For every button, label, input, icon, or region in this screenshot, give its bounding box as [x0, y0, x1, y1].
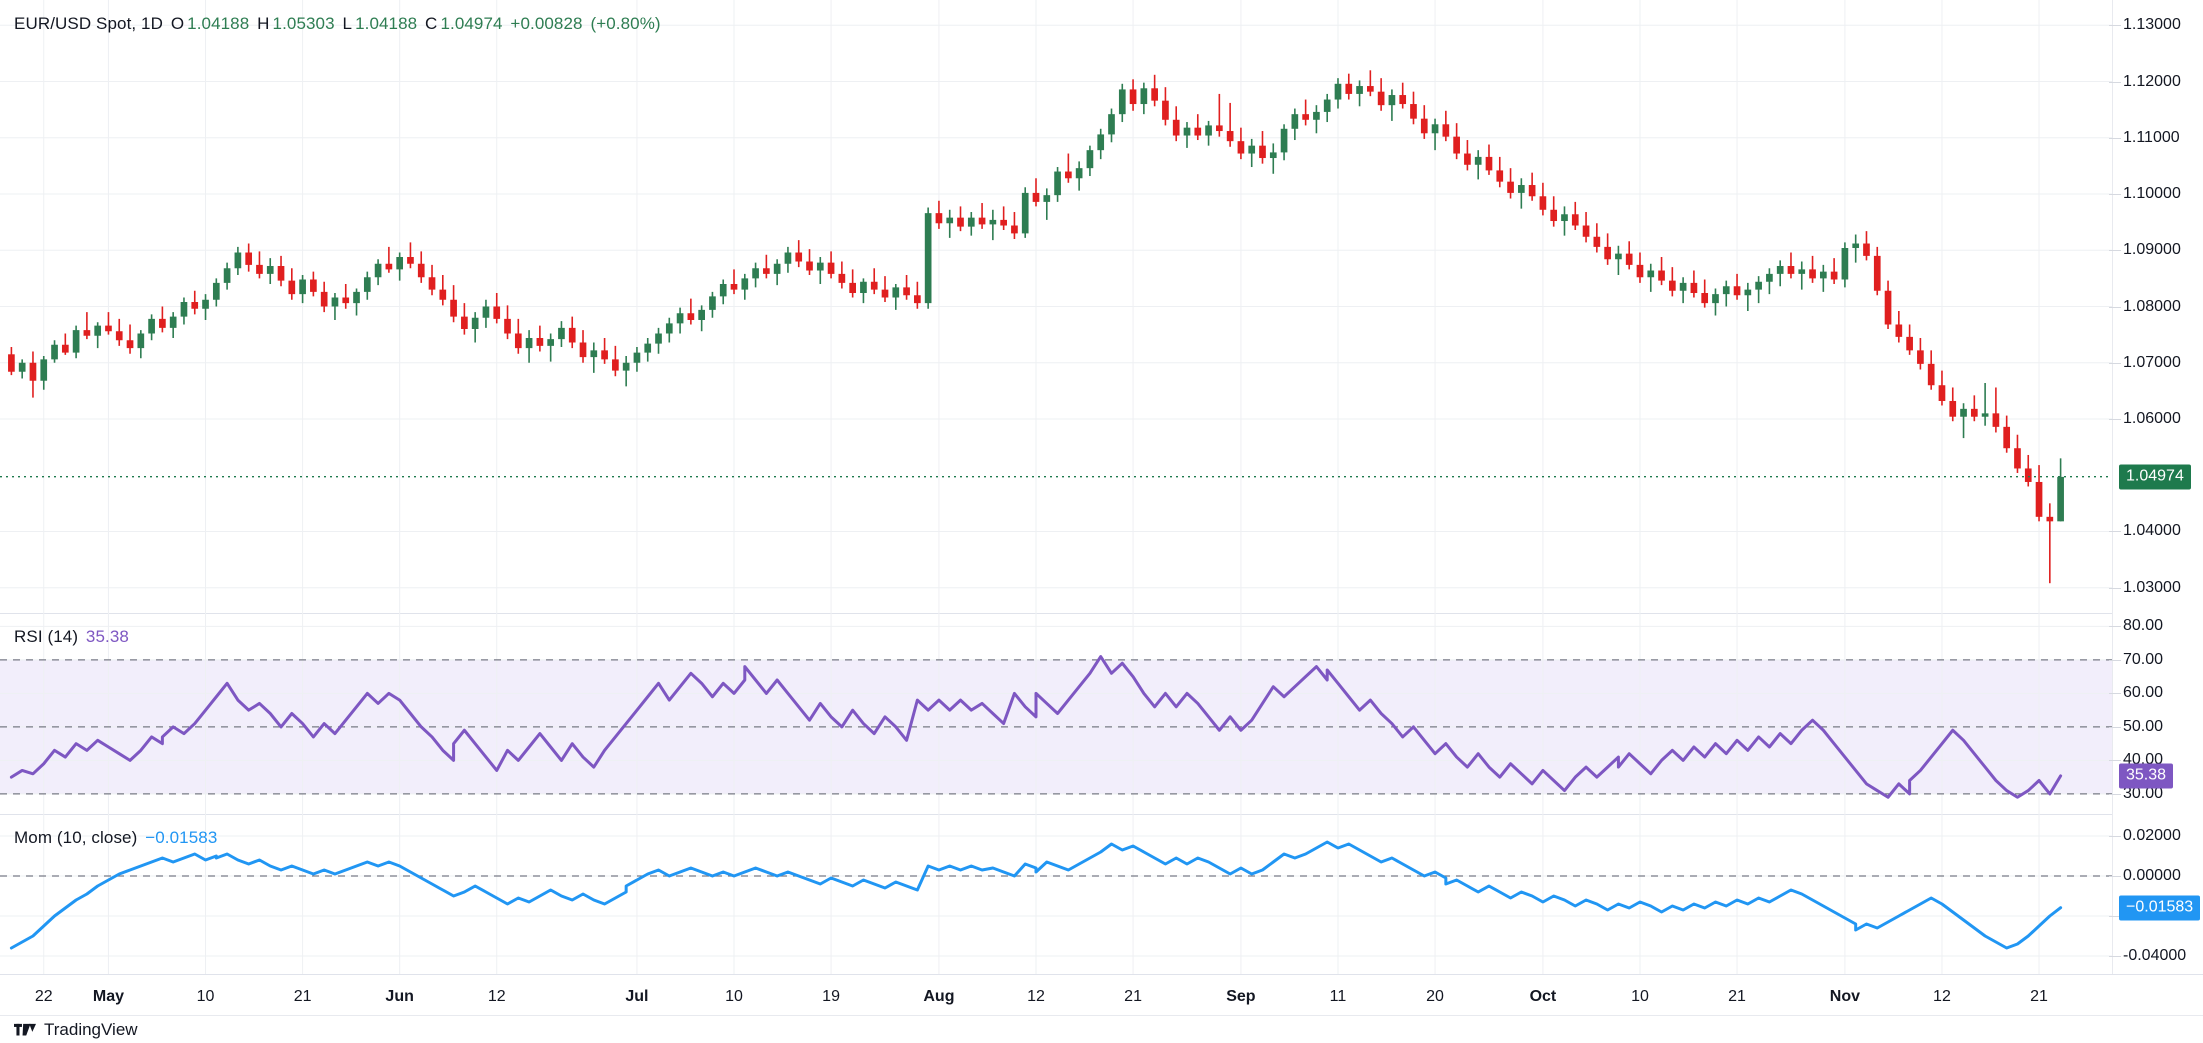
pane-divider-mom: [0, 814, 2203, 815]
price-tick-label: 1.09000: [2109, 241, 2181, 259]
high-value: 1.05303: [272, 14, 335, 33]
rsi-tick-label: 50.00: [2109, 718, 2163, 736]
time-axis-label: 22: [34, 988, 53, 1005]
time-axis-label: 21: [2030, 988, 2048, 1005]
tick-dash: [2109, 659, 2121, 661]
momentum-tick-label: -0.04000: [2109, 947, 2186, 965]
rsi-legend: RSI (14) 35.38: [14, 627, 132, 647]
time-axis-label: 19: [822, 988, 840, 1005]
momentum-plot-area[interactable]: [0, 814, 2112, 974]
tick-dash: [2109, 726, 2121, 728]
brand-bar: TradingView: [0, 1016, 2203, 1043]
momentum-value: −0.01583: [145, 828, 218, 847]
tick-dash: [2109, 25, 2121, 27]
time-axis-label: Oct: [1529, 988, 1557, 1005]
price-tick-label: 1.12000: [2109, 73, 2181, 91]
price-axis[interactable]: 1.13000 1.12000 1.11000 1.10000 1.09000 1.080…: [2109, 0, 2203, 613]
price-legend: EUR/USD Spot, 1D O 1.04188 H 1.05303 L 1.04…: [14, 14, 664, 34]
time-axis-label: 21: [1124, 988, 1142, 1005]
time-axis-label: Sep: [1226, 988, 1256, 1005]
tick-dash: [2109, 137, 2121, 139]
close-value: 1.04974: [440, 14, 503, 33]
change-percent: (+0.80%): [590, 14, 661, 33]
tick-dash: [2109, 362, 2121, 364]
time-axis-label: 10: [196, 988, 215, 1005]
high-label: H: [257, 14, 270, 33]
time-axis[interactable]: 22 May 10 21 Jun 12 Jul 10 19 Aug 12 21 Sep 11 20 Oct 10…: [0, 974, 2203, 1016]
rsi-axis[interactable]: 80.00 70.00 60.00 50.00 40.00 30.00 35.38: [2109, 613, 2203, 814]
time-axis-label: 12: [1027, 988, 1045, 1005]
time-axis-label: May: [92, 988, 125, 1005]
momentum-tick-label: 0.00000: [2109, 867, 2181, 885]
time-axis-label: 10: [1631, 988, 1649, 1005]
tick-dash: [2109, 876, 2121, 877]
rsi-tick-label: 30.00: [2109, 785, 2163, 803]
symbol-title[interactable]: EUR/USD Spot, 1D: [14, 14, 163, 33]
rsi-tick-label: 60.00: [2109, 684, 2163, 702]
tick-dash: [2109, 836, 2121, 837]
momentum-legend: Mom (10, close) −0.01583: [14, 828, 220, 848]
time-axis-label: 21: [1728, 988, 1746, 1005]
time-axis-label: 10: [725, 988, 743, 1005]
time-axis-label: Nov: [1829, 988, 1861, 1005]
open-label: O: [170, 14, 185, 33]
tick-dash: [2109, 531, 2121, 533]
price-tick-label: 1.03000: [2109, 579, 2181, 597]
change-value: +0.00828: [510, 14, 583, 33]
price-tick-label: 1.11000: [2109, 129, 2180, 147]
momentum-title[interactable]: Mom (10, close): [14, 828, 138, 847]
price-pane[interactable]: 1.13000 1.12000 1.11000 1.10000 1.09000 1.080…: [0, 0, 2203, 613]
tradingview-logo-icon[interactable]: [14, 1022, 36, 1038]
open-value: 1.04188: [187, 14, 250, 33]
tick-dash: [2109, 626, 2121, 628]
time-axis-label: 11: [1329, 988, 1347, 1005]
rsi-value: 35.38: [85, 627, 129, 646]
rsi-tick-label: 80.00: [2109, 617, 2163, 635]
time-axis-label: Jun: [385, 988, 414, 1005]
rsi-tick-label: 70.00: [2109, 651, 2163, 669]
close-label: C: [425, 14, 438, 33]
tick-dash: [2109, 81, 2121, 83]
tick-dash: [2109, 194, 2121, 196]
price-tick-label: 1.08000: [2109, 298, 2181, 316]
time-axis-label: Aug: [923, 988, 955, 1005]
time-axis-label: 12: [1933, 988, 1951, 1005]
tick-dash: [2109, 250, 2121, 252]
rsi-pane[interactable]: 80.00 70.00 60.00 50.00 40.00 30.00 35.38 RSI …: [0, 613, 2203, 814]
tick-dash: [2109, 916, 2121, 917]
low-label: L: [342, 14, 353, 33]
time-axis-label: 12: [487, 988, 506, 1005]
price-tick-label: 1.04000: [2109, 522, 2181, 540]
tick-dash: [2109, 306, 2121, 308]
rsi-title[interactable]: RSI (14): [14, 627, 79, 646]
momentum-tick-label: 0.02000: [2109, 827, 2181, 845]
current-price-badge[interactable]: 1.04974: [2119, 464, 2191, 490]
tick-dash: [2109, 693, 2121, 695]
price-plot-area[interactable]: [0, 0, 2112, 613]
rsi-plot-area[interactable]: [0, 613, 2112, 814]
tick-dash: [2109, 956, 2121, 957]
pane-divider-rsi: [0, 613, 2203, 614]
price-tick-label: 1.13000: [2109, 16, 2181, 34]
price-tick-label: 1.06000: [2109, 410, 2181, 428]
rsi-current-badge[interactable]: 35.38: [2119, 763, 2174, 789]
time-axis-label: Jul: [625, 988, 649, 1005]
tick-dash: [2109, 760, 2121, 762]
low-value: 1.04188: [355, 14, 418, 33]
price-tick-label: 1.07000: [2109, 354, 2181, 372]
tick-dash: [2109, 793, 2121, 795]
price-tick-label: 1.10000: [2109, 185, 2181, 203]
time-axis-label: 20: [1426, 988, 1444, 1005]
tick-dash: [2109, 587, 2121, 589]
momentum-current-badge[interactable]: −0.01583: [2119, 895, 2201, 921]
tick-dash: [2109, 418, 2121, 420]
brand-name: TradingView: [44, 1019, 138, 1039]
time-axis-label: 21: [293, 988, 312, 1005]
